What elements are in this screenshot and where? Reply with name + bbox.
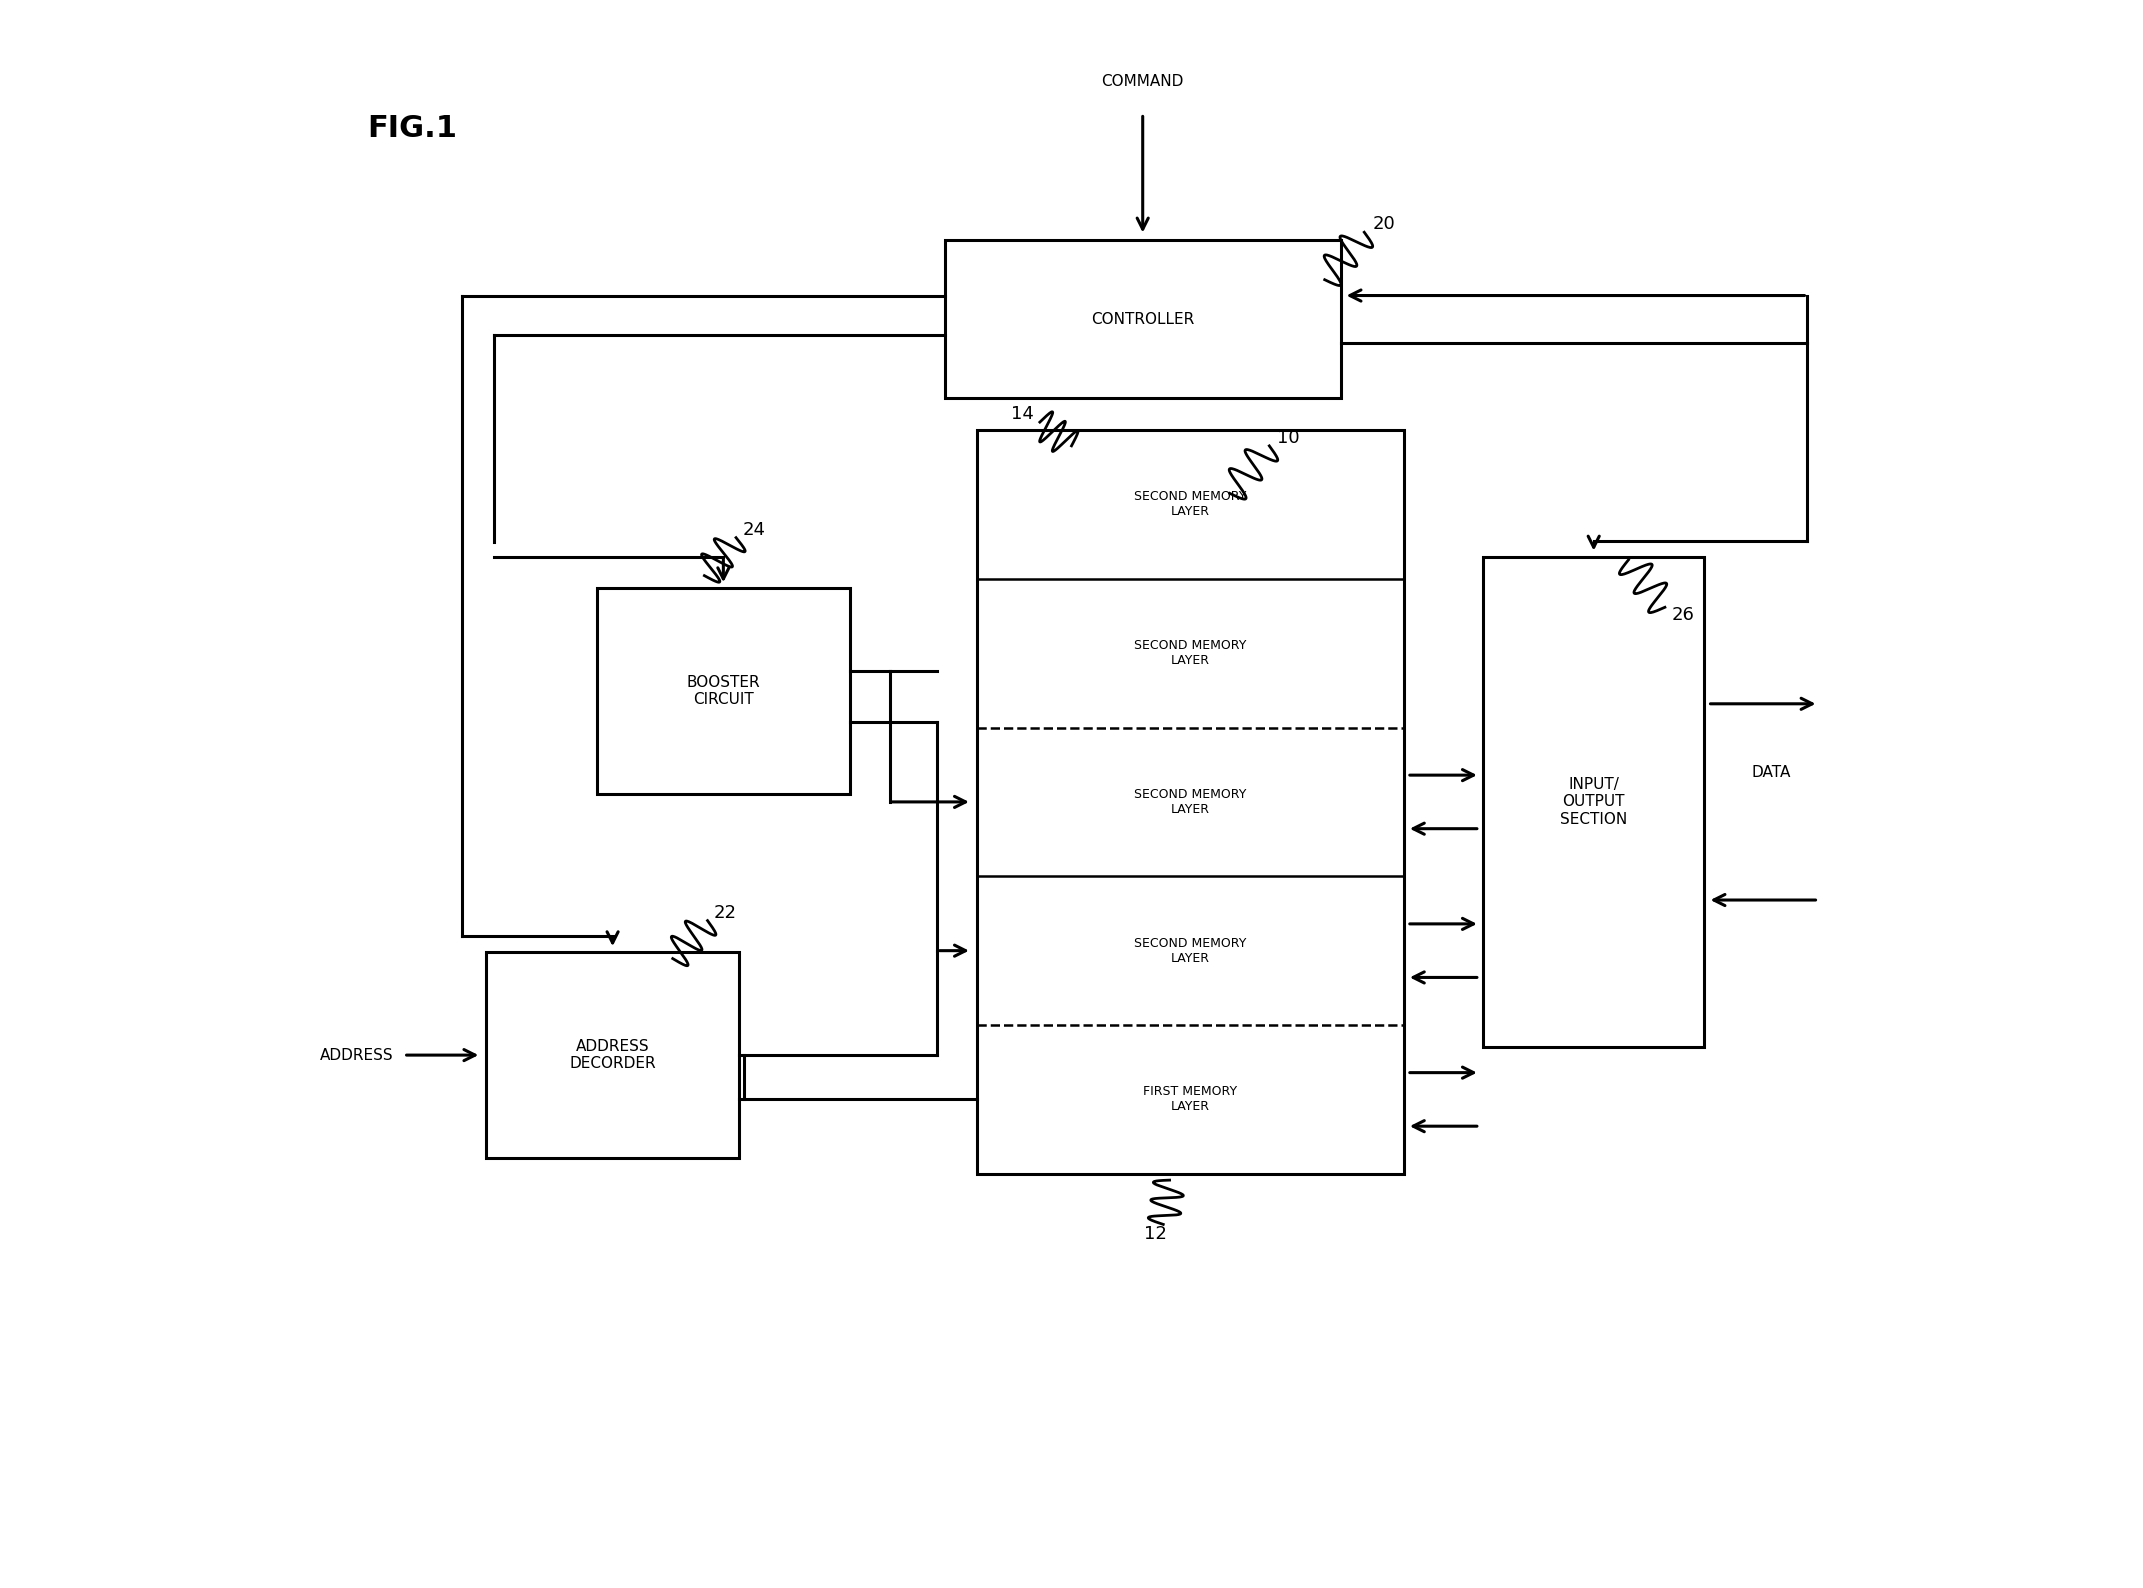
- Text: SECOND MEMORY
LAYER: SECOND MEMORY LAYER: [1134, 937, 1247, 964]
- Text: INPUT/
OUTPUT
SECTION: INPUT/ OUTPUT SECTION: [1560, 777, 1627, 827]
- Text: FIG.1: FIG.1: [366, 114, 456, 143]
- Text: SECOND MEMORY
LAYER: SECOND MEMORY LAYER: [1134, 491, 1247, 518]
- Text: 20: 20: [1372, 216, 1395, 233]
- Text: ADDRESS
DECORDER: ADDRESS DECORDER: [570, 1039, 656, 1072]
- Text: BOOSTER
CIRCUIT: BOOSTER CIRCUIT: [686, 675, 761, 707]
- Text: 26: 26: [1672, 607, 1695, 624]
- FancyBboxPatch shape: [596, 588, 851, 794]
- Text: COMMAND: COMMAND: [1102, 75, 1183, 89]
- Text: SECOND MEMORY
LAYER: SECOND MEMORY LAYER: [1134, 788, 1247, 816]
- FancyBboxPatch shape: [945, 240, 1342, 399]
- FancyBboxPatch shape: [977, 430, 1404, 1174]
- Text: 12: 12: [1144, 1224, 1168, 1243]
- Text: ADDRESS: ADDRESS: [319, 1048, 394, 1062]
- Text: FIRST MEMORY
LAYER: FIRST MEMORY LAYER: [1142, 1086, 1237, 1113]
- Text: 22: 22: [714, 904, 737, 921]
- Text: CONTROLLER: CONTROLLER: [1091, 311, 1194, 327]
- FancyBboxPatch shape: [486, 953, 739, 1158]
- Text: 10: 10: [1277, 429, 1301, 446]
- Text: 14: 14: [1011, 405, 1035, 424]
- Text: DATA: DATA: [1753, 765, 1792, 780]
- FancyBboxPatch shape: [1483, 557, 1704, 1046]
- Text: 24: 24: [741, 521, 765, 538]
- Text: SECOND MEMORY
LAYER: SECOND MEMORY LAYER: [1134, 638, 1247, 667]
